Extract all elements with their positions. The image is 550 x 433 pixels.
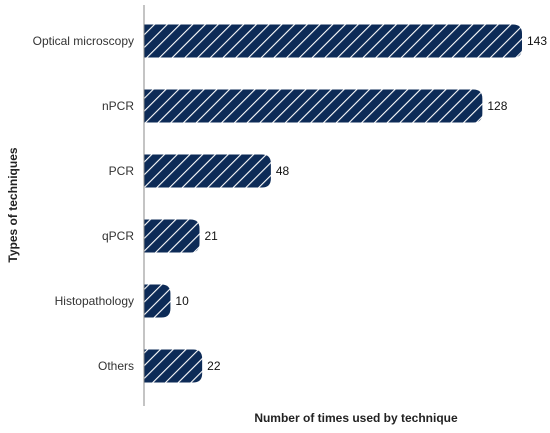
- category-label-npcr: nPCR: [102, 99, 134, 113]
- category-label-pcr: PCR: [109, 164, 135, 178]
- category-label-qpcr: qPCR: [102, 229, 134, 243]
- x-axis-title: Number of times used by technique: [254, 411, 458, 425]
- value-label-optical-microscopy: 143: [527, 34, 547, 48]
- category-labels: Optical microscopy nPCR PCR qPCR Histopathol…: [33, 34, 135, 373]
- y-axis-title: Types of techniques: [6, 147, 20, 262]
- value-label-others: 22: [207, 359, 221, 373]
- category-label-others: Others: [98, 359, 134, 373]
- value-label-histopathology: 10: [175, 294, 189, 308]
- category-label-histopathology: Histopathology: [55, 294, 134, 308]
- bar-pcr: [144, 154, 271, 188]
- value-labels: 143 128 48 21 10 22: [175, 34, 547, 373]
- bar-histopathology: [144, 284, 171, 318]
- bar-others: [144, 349, 203, 383]
- bars-layer: [144, 24, 522, 383]
- bar-optical-microscopy: [144, 24, 522, 58]
- bar-npcr: [144, 89, 483, 123]
- value-label-npcr: 128: [487, 99, 507, 113]
- category-label-optical-microscopy: Optical microscopy: [33, 34, 134, 48]
- value-label-qpcr: 21: [205, 229, 219, 243]
- value-label-pcr: 48: [276, 164, 290, 178]
- bar-qpcr: [144, 219, 200, 253]
